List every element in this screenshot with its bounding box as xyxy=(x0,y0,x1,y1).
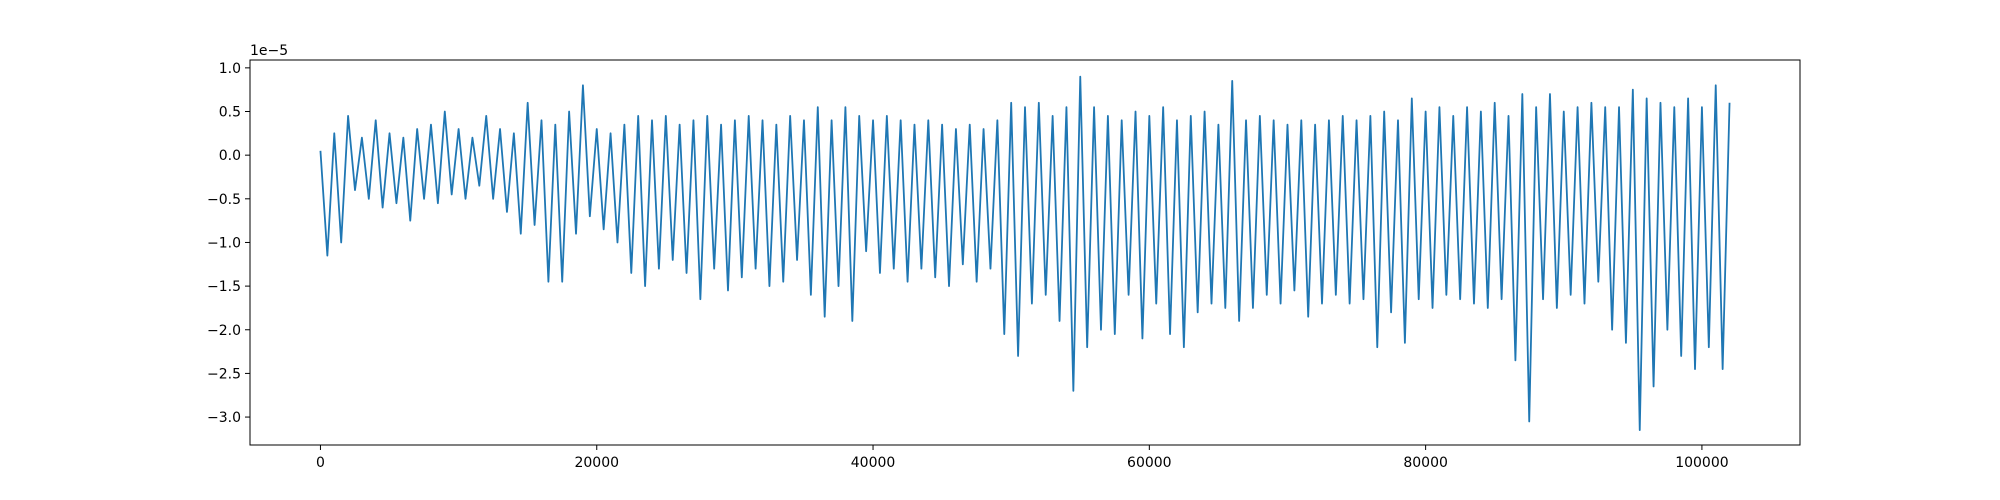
y-tick-label: 0.0 xyxy=(219,148,241,164)
x-tick-label: 60000 xyxy=(1127,455,1172,471)
y-tick-label: −3.0 xyxy=(207,410,241,426)
y-tick-label: −2.0 xyxy=(207,323,241,339)
plot-frame xyxy=(249,59,1801,446)
x-tick-label: 40000 xyxy=(851,455,896,471)
x-tick-label: 20000 xyxy=(574,455,619,471)
y-tick-label: −1.5 xyxy=(207,279,241,295)
x-tick-label: 100000 xyxy=(1675,455,1728,471)
y-tick-label: −2.5 xyxy=(207,366,241,382)
x-tick-label: 80000 xyxy=(1403,455,1448,471)
y-tick-label: 1.0 xyxy=(219,61,241,77)
x-tick-label: 0 xyxy=(316,455,325,471)
y-tick-label: −1.0 xyxy=(207,235,241,251)
y-tick-label: 0.5 xyxy=(219,105,241,121)
y-tick-label: −0.5 xyxy=(207,192,241,208)
data-line xyxy=(319,75,1731,432)
y-offset-label: 1e−5 xyxy=(250,43,288,59)
